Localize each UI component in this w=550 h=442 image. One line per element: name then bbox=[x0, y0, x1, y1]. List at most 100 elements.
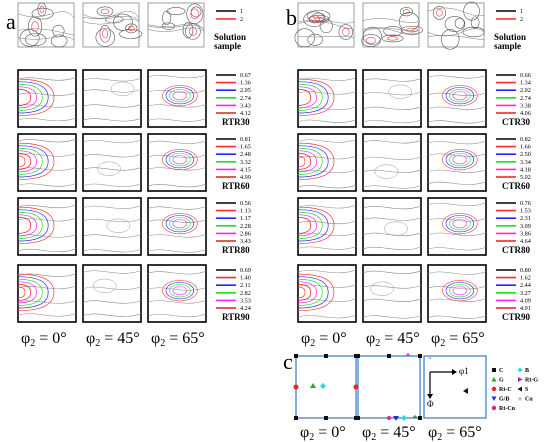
legend-value: 0.56 bbox=[240, 200, 251, 207]
b-ctr60-name: CTR60 bbox=[502, 181, 531, 191]
b-phi2-label-2: φ2 = 45° bbox=[366, 330, 420, 349]
a-rtr60-odf-section-2 bbox=[82, 133, 142, 192]
legend-value: 1.53 bbox=[520, 208, 531, 215]
a-solution-name: Solution bbox=[214, 32, 246, 42]
a-rtr80-name: RTR80 bbox=[222, 245, 250, 255]
a-rtr30-name: RTR30 bbox=[222, 117, 250, 127]
legend-value: 1.62 bbox=[520, 275, 531, 282]
legend-value: 1.36 bbox=[240, 80, 251, 87]
c-ideal-orientation-section-2 bbox=[357, 355, 421, 419]
phi1-axis-label: φ1 bbox=[459, 366, 469, 376]
legend-b-marker bbox=[517, 367, 523, 373]
legend-value: 2.44 bbox=[520, 282, 531, 289]
legend-value: 1.34 bbox=[520, 80, 531, 87]
b-ctr80-legend: 0.761.532.313.093.864.64 bbox=[496, 200, 531, 245]
legend-value: 2.28 bbox=[240, 223, 251, 230]
a-rtr90-legend: 0.691.402.112.823.534.24 bbox=[216, 267, 251, 312]
a-rtr30-odf-section-3 bbox=[147, 69, 207, 128]
b-ctr30-odf-section-2 bbox=[362, 69, 422, 128]
b-ctr90-legend: 0.801.622.443.274.094.91 bbox=[496, 267, 531, 312]
legend-value: 4.09 bbox=[520, 297, 531, 304]
b-phi2-label-3: φ2 = 65° bbox=[431, 330, 485, 349]
legend-cu-marker bbox=[517, 396, 523, 401]
legend-value: 2.86 bbox=[240, 230, 251, 237]
a-rtr30-odf-section-2 bbox=[82, 69, 142, 128]
b-ctr60-odf-section-3 bbox=[427, 133, 487, 192]
legend-value: 4.91 bbox=[520, 305, 531, 312]
a-rtr80-odf-section-1 bbox=[17, 197, 77, 256]
legend-value: 3.09 bbox=[520, 223, 531, 230]
legend-value: 2 bbox=[520, 16, 523, 23]
legend-value: 1.66 bbox=[520, 144, 531, 151]
b-ctr30-legend: 0.661.342.022.743.384.06 bbox=[496, 72, 531, 117]
a-phi2-label-1: φ2 = 0° bbox=[21, 330, 67, 349]
a-rtr90-odf-section-1 bbox=[17, 264, 77, 323]
legend-value: 2.82 bbox=[240, 290, 251, 297]
legend-orientation-name: Rt-G bbox=[525, 378, 538, 384]
a-solution-legend: 12 bbox=[216, 8, 243, 23]
legend-value: 0.69 bbox=[240, 267, 251, 274]
b-solution-name: Solution bbox=[494, 32, 526, 42]
legend-orientation-name: C bbox=[499, 368, 503, 374]
c-axes: φ1 Φ bbox=[427, 366, 469, 409]
legend-value: 4.99 bbox=[240, 174, 251, 181]
a-rtr90-name: RTR90 bbox=[222, 312, 250, 322]
legend-value: 2.74 bbox=[520, 95, 531, 102]
a-solution-name: sample bbox=[214, 41, 241, 51]
b-solution-odf-section-3 bbox=[427, 1, 485, 50]
a-rtr30-legend: 0.671.362.052.743.434.12 bbox=[216, 72, 251, 117]
Phi-axis-label: Φ bbox=[427, 399, 434, 409]
b-ctr60-odf-section-1 bbox=[297, 133, 357, 192]
a-rtr60-odf-section-3 bbox=[147, 133, 207, 192]
b-phi2-label-1: φ2 = 0° bbox=[301, 330, 347, 349]
legend-rt-c-marker bbox=[491, 386, 497, 392]
b-ctr80-odf-section-1 bbox=[297, 197, 357, 256]
c-orientation-legend: C B G Rt-G Rt-C S G/B Cu Rt-Cu bbox=[491, 367, 538, 412]
a-rtr60-legend: 0.811.652.483.324.154.99 bbox=[216, 136, 251, 181]
b-ctr90-odf-section-1 bbox=[297, 264, 357, 323]
b-ctr90-name: CTR90 bbox=[502, 312, 531, 322]
legend-value: 1.40 bbox=[240, 275, 251, 282]
legend-value: 0.82 bbox=[520, 136, 531, 143]
b-ctr60-odf-section-2 bbox=[362, 133, 422, 192]
panel-b-label: b bbox=[286, 5, 297, 30]
c-phi2-label-3: φ2 = 65° bbox=[428, 424, 482, 442]
a-solution-odf-section-2 bbox=[82, 2, 143, 48]
legend-orientation-name: Cu bbox=[525, 397, 533, 403]
b-ctr90-odf-section-3 bbox=[427, 264, 487, 323]
legend-rt-g-marker bbox=[518, 377, 523, 382]
b-solution-odf-section-1 bbox=[294, 2, 355, 48]
S-marker bbox=[463, 388, 468, 394]
legend-value: 0.80 bbox=[520, 267, 531, 274]
b-ctr60-legend: 0.821.662.503.344.185.02 bbox=[496, 136, 531, 181]
legend-value: 4.12 bbox=[240, 110, 251, 117]
legend-value: 4.06 bbox=[520, 110, 531, 117]
legend-value: 3.34 bbox=[520, 159, 531, 166]
legend-value: 3.43 bbox=[240, 238, 251, 245]
legend-value: 1.65 bbox=[240, 144, 251, 151]
legend-value: 2.05 bbox=[240, 87, 251, 94]
legend-value: 2.11 bbox=[240, 282, 251, 289]
legend-value: 0.67 bbox=[240, 72, 251, 79]
a-rtr60-odf-section-1 bbox=[17, 133, 77, 192]
b-solution-legend: 12 bbox=[496, 8, 523, 23]
legend-orientation-name: G bbox=[499, 378, 504, 384]
legend-orientation-name: Rt-C bbox=[499, 387, 512, 393]
legend-value: 1 bbox=[240, 8, 243, 15]
a-rtr80-legend: 0.561.131.172.282.863.43 bbox=[216, 200, 251, 245]
legend-orientation-name: B bbox=[525, 368, 529, 374]
Cu-marker bbox=[428, 356, 432, 359]
b-solution-name: sample bbox=[494, 41, 521, 51]
c-ideal-orientation-section-3 bbox=[423, 355, 487, 419]
a-rtr90-odf-section-2 bbox=[82, 264, 142, 323]
b-ctr80-odf-section-2 bbox=[362, 197, 422, 256]
legend-value: 2.50 bbox=[520, 151, 531, 158]
legend-value: 5.02 bbox=[520, 174, 531, 181]
legend-value: 4.24 bbox=[240, 305, 251, 312]
a-rtr90-odf-section-3 bbox=[147, 264, 207, 323]
legend-value: 3.86 bbox=[520, 230, 531, 237]
legend-value: 1.13 bbox=[240, 208, 251, 215]
